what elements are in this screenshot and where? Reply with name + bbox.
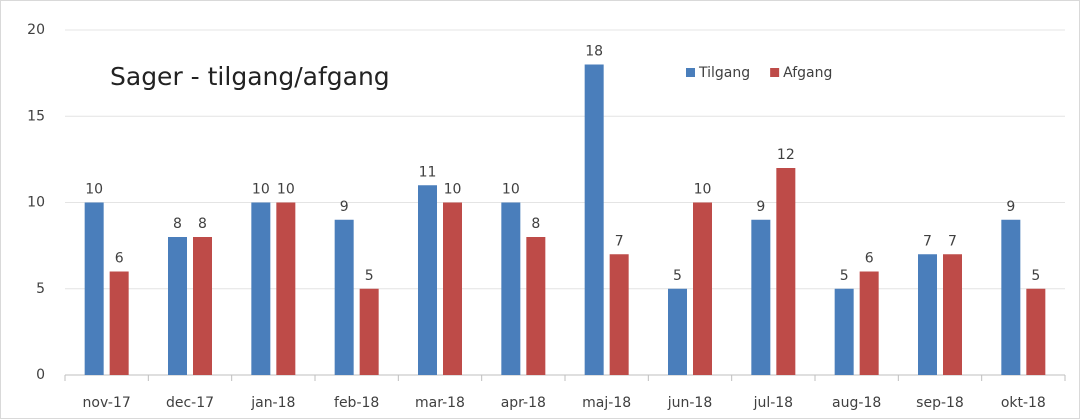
data-label: 10 xyxy=(277,182,295,198)
data-label: 11 xyxy=(419,164,437,180)
x-tick-label: feb-18 xyxy=(334,395,379,411)
bar xyxy=(193,237,212,375)
data-label: 5 xyxy=(673,268,682,284)
bar xyxy=(693,202,712,375)
x-tick-label: jul-18 xyxy=(753,395,794,411)
data-label: 12 xyxy=(777,147,795,163)
data-label: 10 xyxy=(694,182,712,198)
legend-label: Tilgang xyxy=(698,65,750,81)
bar xyxy=(359,288,379,375)
x-tick-label: okt-18 xyxy=(1001,395,1046,411)
y-tick-label: 10 xyxy=(27,195,45,211)
bar xyxy=(584,64,604,375)
x-tick-label: maj-18 xyxy=(582,395,631,411)
x-tick-label: dec-17 xyxy=(166,395,214,411)
bar xyxy=(751,219,771,375)
x-tick-label: nov-17 xyxy=(83,395,131,411)
y-tick-label: 0 xyxy=(36,367,45,383)
data-label: 10 xyxy=(252,182,270,198)
y-tick-label: 20 xyxy=(27,22,45,38)
data-label: 9 xyxy=(756,199,765,215)
data-label: 10 xyxy=(444,182,462,198)
bar xyxy=(609,254,629,375)
y-tick-label: 15 xyxy=(27,108,45,124)
data-label: 5 xyxy=(1031,268,1040,284)
data-label: 9 xyxy=(1006,199,1015,215)
bar xyxy=(251,202,271,375)
data-label: 6 xyxy=(865,251,874,267)
bar xyxy=(668,288,687,375)
bar xyxy=(526,237,546,375)
data-label: 8 xyxy=(531,216,540,232)
data-label: 9 xyxy=(340,199,349,215)
bar xyxy=(501,202,521,375)
bar xyxy=(943,254,962,375)
bar xyxy=(1001,219,1021,375)
bar xyxy=(109,271,129,375)
bar xyxy=(168,237,187,375)
legend-label: Afgang xyxy=(783,65,832,81)
bar xyxy=(859,271,879,375)
bar xyxy=(834,288,854,375)
bar xyxy=(334,219,354,375)
legend-swatch xyxy=(770,68,780,77)
x-tick-label: mar-18 xyxy=(415,395,465,411)
bar xyxy=(418,185,437,375)
bar xyxy=(84,202,104,375)
bar xyxy=(443,202,462,375)
y-tick-label: 5 xyxy=(36,281,45,297)
data-label: 5 xyxy=(365,268,374,284)
x-tick-label: sep-18 xyxy=(916,395,964,411)
data-label: 8 xyxy=(173,216,182,232)
x-tick-label: apr-18 xyxy=(501,395,546,411)
data-label: 7 xyxy=(948,233,957,249)
data-label: 10 xyxy=(502,182,520,198)
x-tick-label: aug-18 xyxy=(832,395,881,411)
x-tick-label: jun-18 xyxy=(667,395,713,411)
data-label: 8 xyxy=(198,216,207,232)
bar xyxy=(276,202,296,375)
data-label: 18 xyxy=(585,44,603,60)
bar xyxy=(776,168,796,375)
data-label: 10 xyxy=(85,182,103,198)
bar xyxy=(1026,288,1046,375)
legend-swatch xyxy=(686,68,695,77)
data-label: 6 xyxy=(115,251,124,267)
x-tick-label: jan-18 xyxy=(250,395,295,411)
chart-title: Sager - tilgang/afgang xyxy=(110,62,390,91)
bar xyxy=(918,254,937,375)
data-label: 7 xyxy=(615,233,624,249)
data-label: 5 xyxy=(840,268,849,284)
data-label: 7 xyxy=(923,233,932,249)
